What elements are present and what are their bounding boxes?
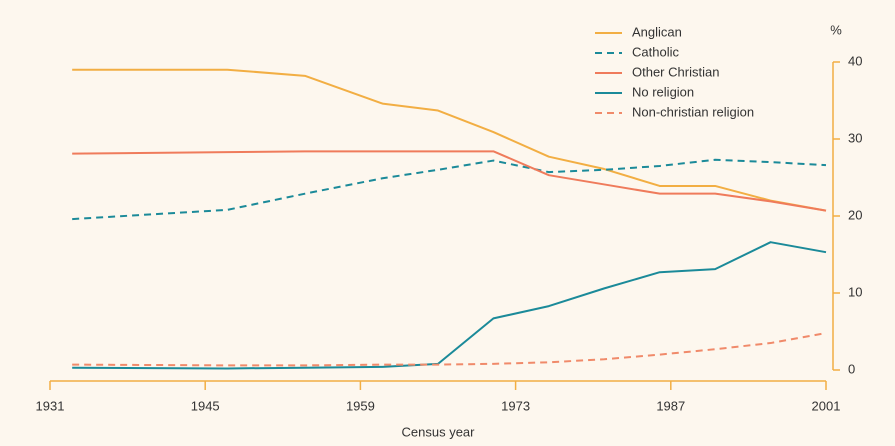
x-tick-label: 1973 [501, 398, 530, 413]
y-tick-label: 40 [848, 53, 862, 68]
y-tick-label: 0 [848, 361, 855, 376]
line-series [72, 68, 827, 212]
legend-label: Anglican [632, 24, 682, 39]
y-tick-label: 10 [848, 284, 862, 299]
legend-label: Non-christian religion [632, 104, 754, 119]
legend-label: No religion [632, 84, 694, 99]
x-tick-label: 1931 [36, 398, 65, 413]
x-tick-label: 1945 [191, 398, 220, 413]
x-tick-label: 1987 [656, 398, 685, 413]
legend-label: Other Christian [632, 64, 719, 79]
legend-label: Catholic [632, 44, 679, 59]
y-axis-label: % [830, 22, 842, 37]
x-axis-label: Census year [402, 424, 476, 439]
y-tick-label: 30 [848, 130, 862, 145]
x-tick-label: 2001 [812, 398, 841, 413]
x-tick-label: 1959 [346, 398, 375, 413]
y-tick-label: 20 [848, 207, 862, 222]
line-series [72, 332, 827, 367]
line-series [72, 241, 827, 370]
line-series [72, 150, 827, 212]
line-series [72, 158, 827, 221]
